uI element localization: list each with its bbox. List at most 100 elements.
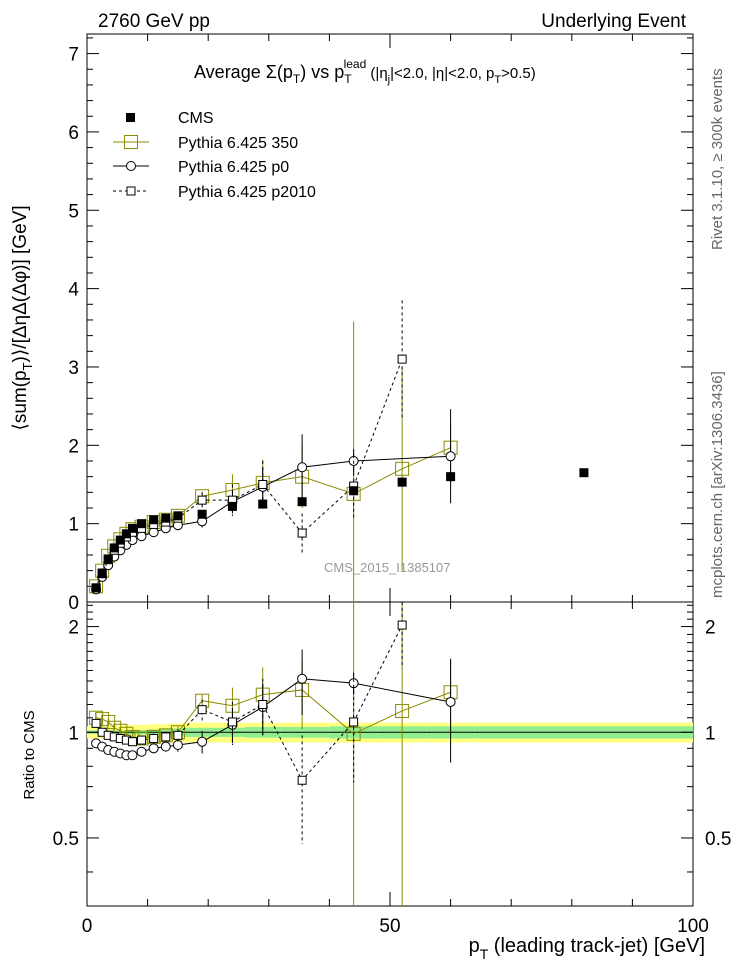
main-point-cms [349, 486, 359, 496]
legend-marker-p350 [124, 135, 138, 149]
ratio-point-p2010 [173, 730, 183, 740]
y-axis-label-ratio: Ratio to CMS [21, 710, 38, 799]
main-y-tick-label: 3 [68, 358, 79, 379]
ratio-series-p2010 [91, 602, 407, 845]
main-point-p2010 [197, 495, 207, 505]
main-point-cms [161, 513, 171, 523]
legend-label-p0: Pythia 6.425 p0 [178, 159, 289, 176]
main-y-tick-label: 6 [68, 123, 79, 144]
ratio-series-layer [89, 602, 458, 906]
legend-marker-cms [126, 113, 135, 122]
ratio-point-p0 [160, 741, 171, 752]
main-point-p0 [148, 527, 159, 538]
main-point-cms [173, 511, 183, 521]
chart-title: Average Σ(pT) vs pTlead (|ηj|<2.0, |η|<2… [194, 57, 536, 86]
ratio-y-tick-label-right: 1 [705, 723, 716, 744]
ratio-series-p350 [89, 602, 458, 906]
main-point-p2010 [258, 479, 268, 489]
main-y-tick-label: 7 [68, 45, 79, 66]
main-series-layer [89, 300, 589, 602]
ratio-point-p350 [395, 703, 410, 718]
main-point-p0 [297, 462, 308, 473]
ratio-point-p2010 [137, 735, 147, 745]
ratio-point-p0 [445, 696, 456, 707]
ratio-y-tick-label-left: 2 [68, 618, 79, 639]
ratio-point-p2010 [397, 620, 407, 630]
main-y-tick-label: 2 [68, 436, 79, 457]
legend-label-p350: Pythia 6.425 350 [178, 135, 298, 152]
legend-entry-p350: Pythia 6.425 350 [113, 135, 298, 152]
ratio-point-p2010 [349, 717, 359, 727]
main-point-cms [227, 501, 237, 511]
x-axis-label: pT (leading track-jet) [GeV] [469, 935, 705, 962]
ratio-point-p2010 [127, 737, 137, 747]
ratio-point-p0 [197, 736, 208, 747]
main-point-p350 [395, 461, 410, 476]
header-left: 2760 GeV pp [98, 11, 210, 32]
legend-label-cms: CMS [178, 110, 214, 127]
x-tick-label: 50 [379, 916, 400, 937]
ratio-y-tick-label-right: 2 [705, 618, 716, 639]
ratio-y-tick-label-left: 0.5 [53, 829, 79, 850]
main-point-cms [446, 472, 456, 482]
ratio-point-p2010 [297, 775, 307, 785]
ratio-plot-frame [86, 601, 694, 907]
ratio-y-tick-label-right: 0.5 [705, 829, 731, 850]
main-point-cms [103, 554, 113, 564]
main-point-cms [258, 499, 268, 509]
main-point-p2010 [297, 528, 307, 538]
main-y-tick-label: 5 [68, 201, 79, 222]
axis-ticks: 0 1 2 3 4 5 6 7 0.5 0.5 1 1 2 2 0 50 100 [53, 34, 731, 937]
legend-entry-p0: Pythia 6.425 p0 [113, 159, 289, 176]
main-y-tick-label: 4 [68, 280, 79, 301]
main-point-p0 [136, 531, 147, 542]
ratio-point-p0 [297, 673, 308, 684]
main-point-p0 [445, 451, 456, 462]
ratio-point-p2010 [161, 732, 171, 742]
main-y-tick-label: 0 [68, 593, 79, 614]
ratio-series-p0 [91, 649, 456, 763]
ratio-point-p0 [172, 739, 183, 750]
ratio-point-p2010 [149, 733, 159, 743]
main-point-cms [579, 468, 589, 478]
rivet-label: Rivet 3.1.10, ≥ 300k events [709, 68, 726, 250]
ratio-y-tick-label-left: 1 [68, 723, 79, 744]
main-point-cms [97, 568, 107, 578]
legend-marker-p2010 [126, 186, 136, 196]
main-point-cms [91, 583, 101, 593]
ratio-point-p2010 [227, 717, 237, 727]
ratio-point-p2010 [91, 718, 101, 728]
ratio-line-p2010 [95, 624, 403, 782]
main-point-cms [127, 523, 137, 533]
main-series-cms [91, 468, 589, 593]
x-tick-label: 0 [82, 916, 93, 937]
header-right: Underlying Event [541, 11, 686, 32]
main-point-cms [137, 519, 147, 529]
main-series-p2010 [91, 300, 407, 593]
legend-label-p2010: Pythia 6.425 p2010 [178, 184, 316, 201]
legend: CMS Pythia 6.425 350 Pythia 6.425 p0 Pyt… [113, 110, 316, 201]
legend-marker-p0 [126, 161, 136, 171]
main-line-p2010 [95, 358, 403, 589]
ratio-point-p2010 [197, 705, 207, 715]
ratio-point-p2010 [258, 699, 268, 709]
legend-entry-cms: CMS [126, 110, 214, 127]
main-point-cms [149, 515, 159, 525]
legend-entry-p2010: Pythia 6.425 p2010 [113, 184, 316, 201]
main-point-cms [115, 535, 125, 545]
main-y-tick-label: 1 [68, 515, 79, 536]
mcplots-label: mcplots.cern.ch [arXiv:1306.3436] [709, 371, 726, 598]
x-tick-label: 100 [677, 916, 709, 937]
ratio-point-p0 [136, 746, 147, 757]
main-point-cms [397, 477, 407, 487]
main-point-p2010 [397, 354, 407, 364]
y-axis-label-main: ⟨sum(pT)⟩/[ΔηΔ(Δφ)] [GeV] [10, 205, 35, 430]
main-point-cms [197, 509, 207, 519]
ratio-point-p0 [148, 743, 159, 754]
main-point-cms [121, 529, 131, 539]
main-point-cms [297, 497, 307, 507]
ratio-point-p0 [127, 750, 138, 761]
main-point-cms [109, 543, 119, 553]
analysis-watermark: CMS_2015_I1385107 [324, 560, 451, 575]
